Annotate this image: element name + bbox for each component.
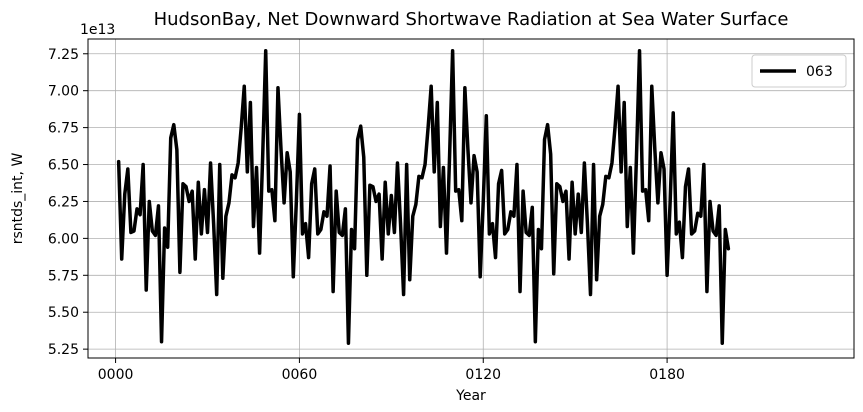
legend-box	[751, 54, 847, 88]
y-tick-label: 6.75	[48, 121, 79, 137]
y-tick-label: 7.00	[48, 84, 79, 100]
x-tick-label: 0000	[98, 367, 134, 383]
y-axis-title: rsntds_int, W	[10, 153, 26, 245]
y-tick-label: 5.75	[48, 268, 79, 284]
ticks-layer: 0000 0060 0120 0180 5.25 5.50 5.75 6.00 6.25 6.50…	[48, 47, 685, 383]
legend-label: 063	[806, 64, 833, 80]
y-tick-label: 7.25	[48, 47, 79, 63]
y-tick-label: 5.25	[48, 342, 79, 358]
legend: 063	[751, 54, 847, 88]
y-tick-label: 6.25	[48, 194, 79, 210]
chart-title: HudsonBay, Net Downward Shortwave Radiat…	[154, 9, 789, 30]
series-line-063	[116, 49, 731, 345]
x-tick-label: 0120	[465, 367, 501, 383]
y-tick-label: 6.50	[48, 158, 79, 174]
x-tick-label: 0060	[282, 367, 318, 383]
plot-frame	[87, 38, 855, 359]
x-tick-label: 0180	[649, 367, 685, 383]
y-tick-label: 6.00	[48, 231, 79, 247]
y-tick-label: 5.50	[48, 305, 79, 321]
x-axis-title: Year	[455, 388, 486, 404]
series-layer	[116, 49, 731, 345]
y-axis-offset-label: 1e13	[80, 22, 115, 38]
